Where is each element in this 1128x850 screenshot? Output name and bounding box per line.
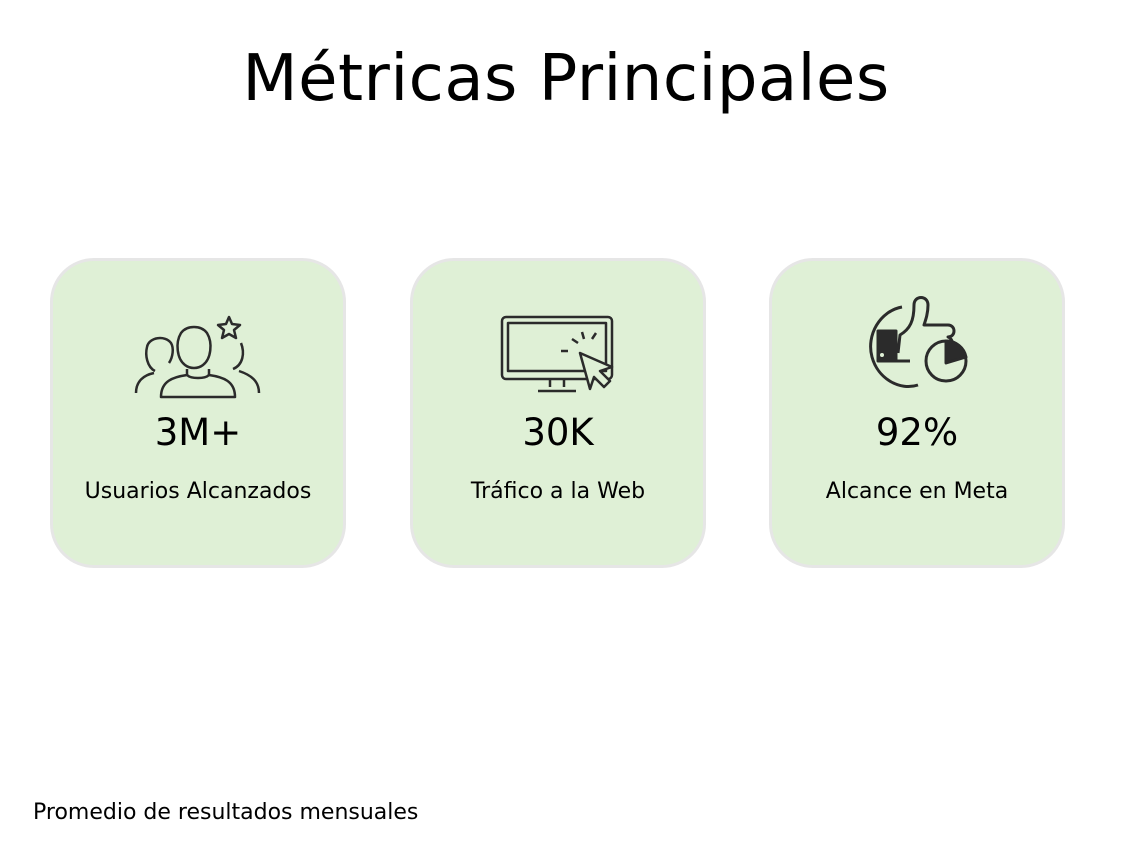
footer-note: Promedio de resultados mensuales — [33, 800, 419, 825]
metric-label: Usuarios Alcanzados — [84, 479, 312, 504]
metric-value: 92% — [875, 411, 959, 454]
users-star-icon — [134, 315, 261, 399]
metric-card-users: 3M+ Usuarios Alcanzados — [50, 258, 346, 568]
metric-card-web-traffic: 30K Tráfico a la Web — [410, 258, 706, 568]
metric-value: 3M+ — [154, 411, 242, 454]
metric-label: Tráfico a la Web — [470, 479, 646, 504]
metric-card-meta-reach: 92% Alcance en Meta — [769, 258, 1065, 568]
monitor-click-icon — [500, 315, 614, 393]
thumbs-up-pie-icon — [869, 296, 968, 388]
page-title: Métricas Principales — [242, 42, 890, 116]
metric-label: Alcance en Meta — [825, 479, 1009, 504]
metric-value: 30K — [522, 411, 594, 454]
